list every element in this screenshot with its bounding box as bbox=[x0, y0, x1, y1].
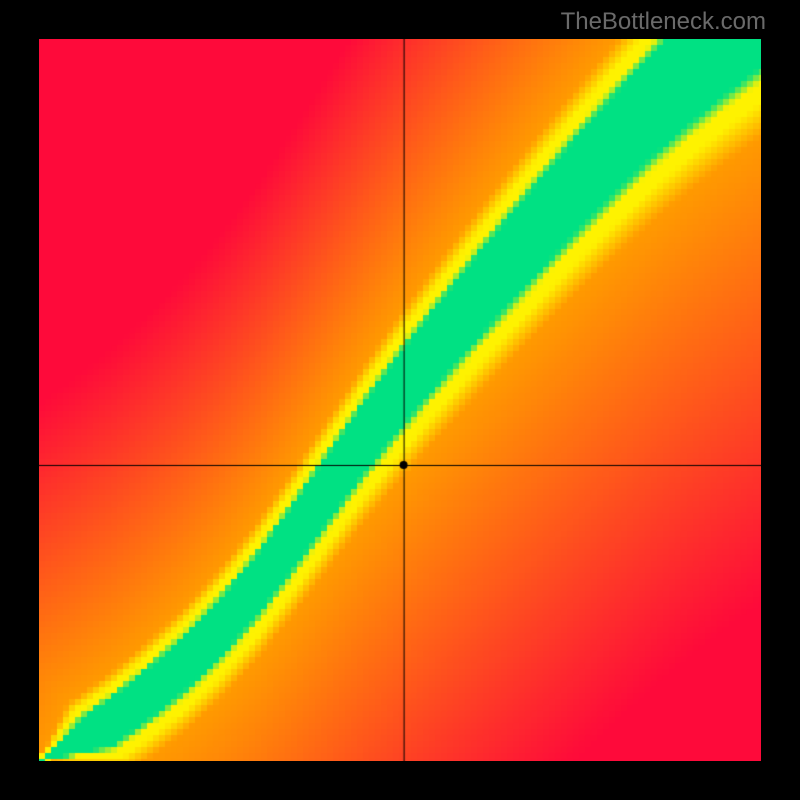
bottleneck-heatmap bbox=[39, 39, 761, 761]
plot-frame bbox=[39, 39, 761, 761]
watermark-label: TheBottleneck.com bbox=[561, 8, 766, 36]
chart-container: TheBottleneck.com bbox=[0, 0, 800, 800]
